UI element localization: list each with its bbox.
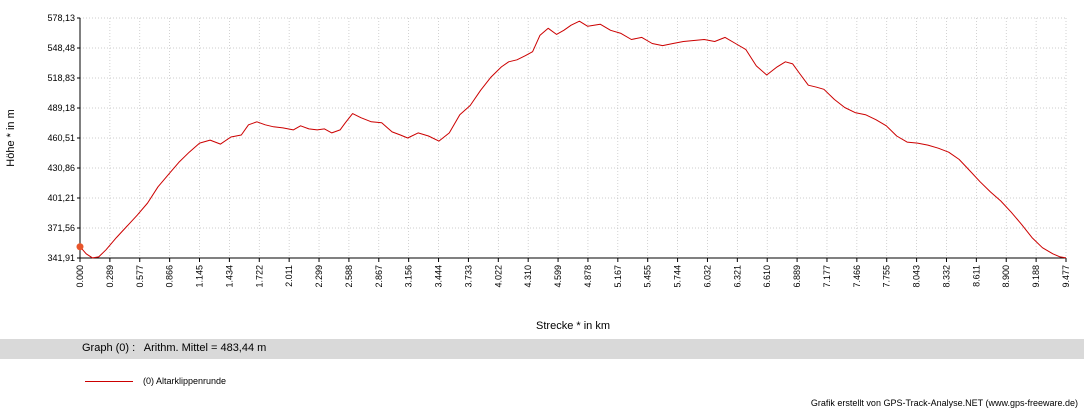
x-tick-label: 8.043 xyxy=(912,265,922,288)
x-tick-label: 4.022 xyxy=(493,265,503,288)
chart-grid xyxy=(80,17,1067,258)
credit-text: Grafik erstellt von GPS-Track-Analyse.NE… xyxy=(810,398,1078,408)
x-axis-title: Strecke * in km xyxy=(536,320,610,332)
x-tick-label: 6.321 xyxy=(732,265,742,288)
x-tick-label: 1.722 xyxy=(254,265,264,288)
x-tick-label: 1.434 xyxy=(224,265,234,288)
x-tick-label: 7.466 xyxy=(852,265,862,288)
y-tick-label: 518,83 xyxy=(47,73,75,83)
series-layer xyxy=(76,20,1067,259)
x-tick-label: 8.900 xyxy=(1001,265,1011,288)
y-tick-label: 371,56 xyxy=(47,223,75,233)
x-tick-label: 8.611 xyxy=(971,265,981,287)
y-tick-label: 401,21 xyxy=(47,193,75,203)
x-tick-label: 3.444 xyxy=(434,265,444,288)
x-tick-label: 5.455 xyxy=(643,265,653,288)
y-tick-label: 548,48 xyxy=(47,43,75,53)
x-tick-label: 8.332 xyxy=(941,265,951,288)
series-line-altarklippenrunde xyxy=(79,20,1067,259)
x-tick-label: 4.878 xyxy=(583,265,593,288)
x-tick-label: 2.867 xyxy=(374,265,384,288)
x-tick-label: 9.477 xyxy=(1061,265,1071,288)
x-axis-ticks: 0.000 0.289 0.577 0.866 1.145 1.434 1.722 2.011… xyxy=(75,258,1071,288)
y-tick-label: 341,91 xyxy=(47,253,75,263)
x-tick-label: 1.145 xyxy=(195,265,205,288)
legend-label: (0) Altarklippenrunde xyxy=(143,376,227,386)
x-tick-label: 0.289 xyxy=(105,265,115,288)
legend-line-swatch xyxy=(85,380,133,382)
x-tick-label: 2.299 xyxy=(314,265,324,288)
mean-statistic: Graph (0) : Arithm. Mittel = 483,44 m xyxy=(82,342,267,354)
x-tick-label: 0.000 xyxy=(75,265,85,288)
y-axis-ticks: 578,13 548,48 518,83 489,18 460,51 430,86 401,… xyxy=(47,13,80,263)
x-tick-label: 9.188 xyxy=(1031,265,1041,288)
x-tick-label: 3.733 xyxy=(463,265,473,288)
x-tick-label: 5.744 xyxy=(673,265,683,288)
start-point-marker xyxy=(76,243,84,251)
x-tick-label: 7.177 xyxy=(822,265,832,288)
statistics-bar: Graph (0) : Arithm. Mittel = 483,44 m xyxy=(0,339,1084,359)
x-tick-label: 7.755 xyxy=(882,265,892,288)
x-tick-label: 6.032 xyxy=(702,265,712,288)
legend: (0) Altarklippenrunde xyxy=(85,376,226,386)
elevation-chart: 578,13 548,48 518,83 489,18 460,51 430,86 401,… xyxy=(5,13,1071,332)
y-tick-label: 430,86 xyxy=(47,163,75,173)
x-tick-label: 6.610 xyxy=(762,265,772,288)
x-tick-label: 2.011 xyxy=(284,265,294,287)
y-axis-title: Höhe * in m xyxy=(5,109,17,166)
x-tick-label: 0.577 xyxy=(135,265,145,288)
x-tick-label: 4.599 xyxy=(553,265,563,288)
x-tick-label: 5.167 xyxy=(613,265,623,288)
x-tick-label: 4.310 xyxy=(523,265,533,288)
y-tick-label: 578,13 xyxy=(47,13,75,23)
x-tick-label: 6.889 xyxy=(792,265,802,288)
x-tick-label: 2.588 xyxy=(344,265,354,288)
y-tick-label: 460,51 xyxy=(47,133,75,143)
x-tick-label: 3.156 xyxy=(404,265,414,288)
x-tick-label: 0.866 xyxy=(165,265,175,288)
y-tick-label: 489,18 xyxy=(47,103,75,113)
